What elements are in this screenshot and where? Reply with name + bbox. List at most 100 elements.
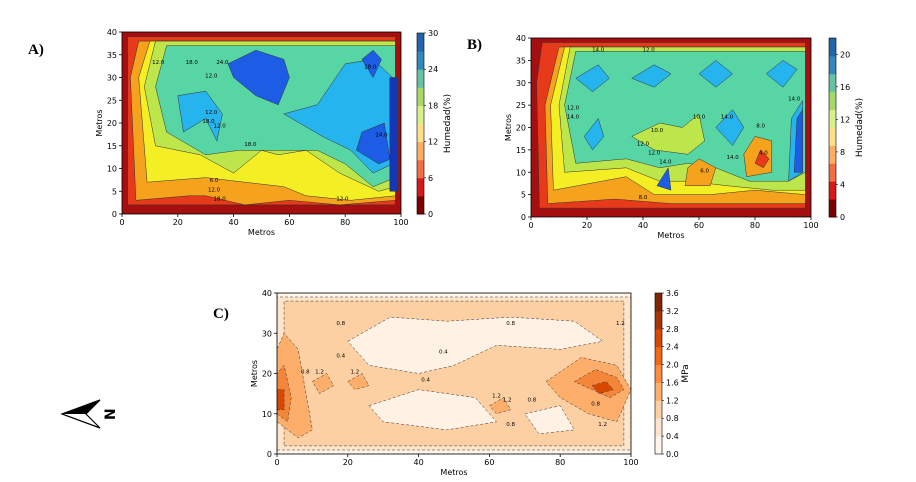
y-tick-label: 5	[521, 191, 526, 200]
x-tick-label: 100	[803, 221, 818, 230]
contour-label: 1.2	[351, 370, 360, 376]
contour-label: 6.0	[210, 178, 219, 184]
colorbar-segment	[829, 181, 836, 200]
contour-band	[368, 389, 497, 431]
colorbar-segment	[829, 199, 836, 218]
contour-label: 14.0	[788, 97, 801, 103]
contour-band	[656, 167, 672, 191]
x-tick-label: 0	[119, 218, 124, 227]
contour-label: 18.0	[364, 64, 377, 70]
colorbar-tick-label: 0.0	[666, 450, 679, 459]
y-tick-label: 20	[262, 370, 272, 379]
contour-band	[227, 49, 290, 106]
contour-label: 0.8	[591, 402, 600, 408]
contour-label: 12.0	[642, 47, 655, 53]
contour-band	[489, 397, 511, 415]
contour-label: 0.8	[506, 321, 515, 327]
contour-label: 10.0	[651, 128, 664, 134]
contour-label: 14.0	[659, 159, 672, 165]
contour-band	[347, 316, 603, 374]
y-tick-label: 30	[516, 79, 526, 88]
y-tick-label: 25	[516, 101, 526, 110]
contour-label: 0.8	[336, 321, 345, 327]
colorbar-tick-label: 0	[428, 210, 433, 219]
colorbar-segment	[655, 346, 662, 366]
x-axis-label: Metros	[248, 228, 275, 237]
y-tick-label: 0	[521, 213, 526, 222]
colorbar-segment	[655, 364, 662, 383]
contour-label: 0.8	[506, 422, 515, 428]
x-tick-label: 80	[750, 221, 760, 230]
panel-label: C)	[213, 306, 229, 322]
contour-label: 1.2	[315, 370, 324, 376]
colorbar-segment	[417, 33, 424, 52]
contour-label: 0.8	[528, 398, 537, 404]
colorbar-tick-label: 6	[428, 174, 433, 183]
colorbar-segment	[829, 163, 836, 182]
colorbar-segment	[417, 105, 424, 124]
colorbar-tick-label: 24	[428, 65, 438, 74]
y-tick-label: 25	[107, 96, 117, 105]
colorbar-frame	[654, 292, 663, 455]
contour-label: 14.0	[721, 115, 734, 121]
contour-band	[631, 64, 672, 88]
x-tick-label: 80	[340, 218, 350, 227]
colorbar-segment	[417, 195, 424, 215]
colorbar-tick-label: 18	[428, 101, 438, 110]
contour-label: 24.0	[216, 60, 229, 66]
colorbar-tick-label: 8	[840, 148, 845, 157]
x-tick-label: 80	[555, 458, 565, 467]
y-tick-label: 40	[107, 28, 117, 37]
contour-label: 1.2	[598, 422, 607, 428]
contour-band	[545, 357, 631, 423]
x-tick-label: 40	[638, 221, 648, 230]
panel-label: A)	[28, 42, 44, 58]
contour-label: 18.0	[202, 119, 215, 125]
contour-label: 12.0	[567, 106, 580, 112]
colorbar-segment	[655, 382, 662, 401]
contour-band	[177, 90, 223, 142]
contour-label: 8.0	[756, 124, 765, 130]
contour-label: 14.0	[592, 47, 605, 53]
y-tick-label: 40	[516, 34, 526, 43]
contour-label: 10.0	[693, 115, 706, 121]
colorbar-tick-label: 2.8	[666, 325, 679, 334]
y-axis-label: Metros	[250, 360, 259, 387]
contour-band	[356, 122, 391, 165]
contour-label: 8.0	[639, 195, 648, 201]
y-tick-label: 0	[267, 450, 272, 459]
x-tick-label: 60	[484, 458, 494, 467]
contour-label: 0.4	[336, 353, 345, 359]
colorbar-tick-label: 12	[840, 115, 850, 124]
colorbar-tick-label: 0.4	[666, 432, 679, 441]
y-tick-label: 10	[516, 168, 526, 177]
colorbar-label: MPa	[681, 364, 691, 382]
x-tick-label: 20	[173, 218, 183, 227]
colorbar-segment	[829, 109, 836, 128]
contour-field	[122, 32, 401, 214]
y-tick-label: 10	[107, 165, 117, 174]
contour-label: 18.0	[186, 60, 199, 66]
x-tick-label: 100	[393, 218, 408, 227]
contour-band	[754, 149, 770, 169]
colorbar-segment	[829, 55, 836, 75]
y-tick-label: 20	[516, 124, 526, 133]
x-tick-label: 20	[343, 458, 353, 467]
contour-label: 1.2	[492, 394, 501, 400]
contour-band	[631, 113, 705, 155]
x-tick-label: 20	[582, 221, 592, 230]
colorbar-tick-label: 0	[840, 213, 845, 222]
colorbar-segment	[655, 418, 662, 437]
colorbar-tick-label: 2.4	[666, 343, 679, 352]
colorbar-frame	[416, 32, 425, 215]
y-tick-label: 10	[262, 410, 272, 419]
contour-band	[715, 109, 745, 146]
panel-a: 12.0 18.0 24.012.012.018.012.018.06.012.01…	[28, 28, 453, 237]
y-tick-label: 30	[107, 74, 117, 83]
y-tick-label: 30	[262, 329, 272, 338]
contour-label: 6.0	[700, 168, 709, 174]
y-tick-label: 0	[112, 210, 117, 219]
panel-b: 14.0 12.0 12.0 14.0 10.0 12.0 12.0 14.0 10.0 14.0…	[467, 34, 865, 240]
contour-label: 24.0	[375, 133, 388, 139]
x-tick-label: 60	[694, 221, 704, 230]
